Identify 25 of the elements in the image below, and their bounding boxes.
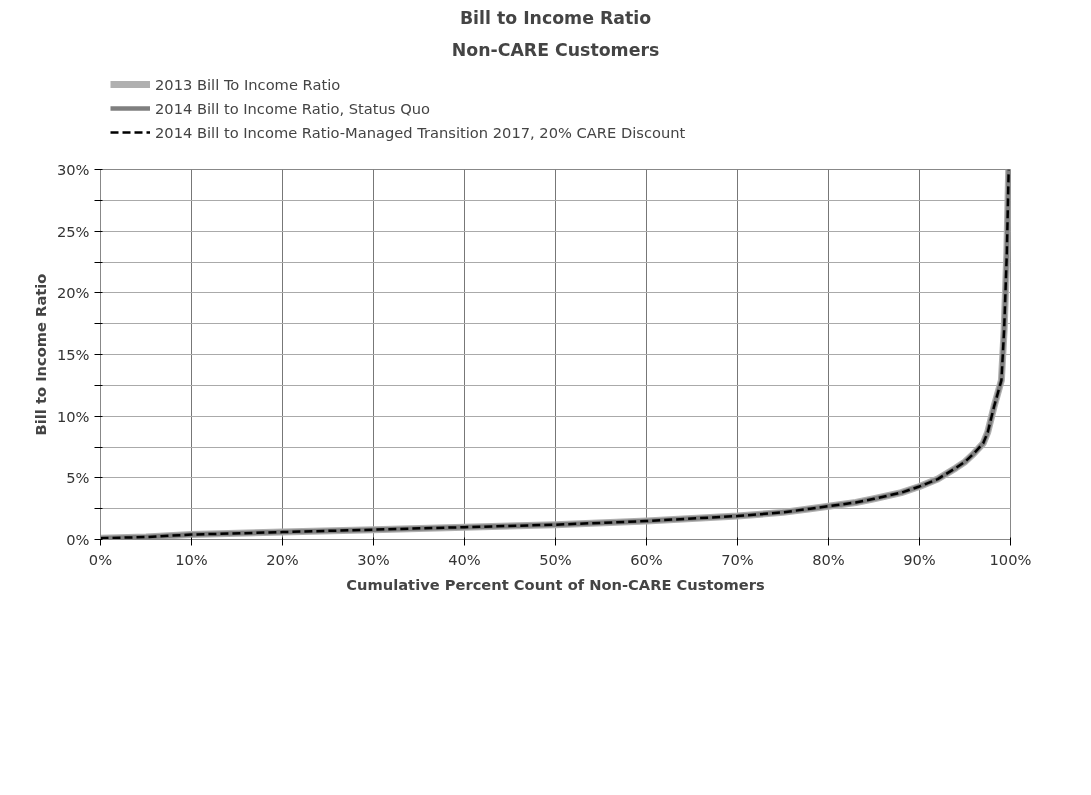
y-tick-label: 10% xyxy=(56,407,90,425)
x-tick-label: 90% xyxy=(903,550,936,568)
x-tick-label: 20% xyxy=(266,550,299,568)
x-tick-label: 60% xyxy=(630,550,663,568)
chart-title: Bill to Income Ratio xyxy=(459,7,652,28)
y-tick-label: 0% xyxy=(66,531,90,548)
y-tick-label: 5% xyxy=(66,469,90,487)
x-tick-label: 0% xyxy=(88,550,113,568)
x-tick-label: 10% xyxy=(175,550,208,568)
x-tick-label: 100% xyxy=(989,550,1032,568)
y-tick-label: 30% xyxy=(56,161,90,178)
x-axis-title: Cumulative Percent Count of Non-CARE Customers xyxy=(346,575,765,593)
x-tick-label: 80% xyxy=(812,550,845,568)
y-tick-label: 25% xyxy=(56,222,90,240)
y-axis-title: Bill to Income Ratio xyxy=(31,273,49,436)
x-tick-label: 50% xyxy=(539,550,572,568)
legend-label: 2014 Bill to Income Ratio, Status Quo xyxy=(155,99,430,117)
x-tick-label: 40% xyxy=(448,550,481,568)
legend-label: 2013 Bill To Income Ratio xyxy=(155,75,341,93)
x-tick-label: 30% xyxy=(357,550,390,568)
chart-subtitle: Non-CARE Customers xyxy=(451,39,660,60)
legend-label: 2014 Bill to Income Ratio-Managed Transition 2017, 20% CARE Discount xyxy=(155,123,686,141)
y-tick-label: 15% xyxy=(56,346,90,363)
x-tick-label: 70% xyxy=(721,550,754,568)
y-tick-label: 20% xyxy=(56,284,90,302)
